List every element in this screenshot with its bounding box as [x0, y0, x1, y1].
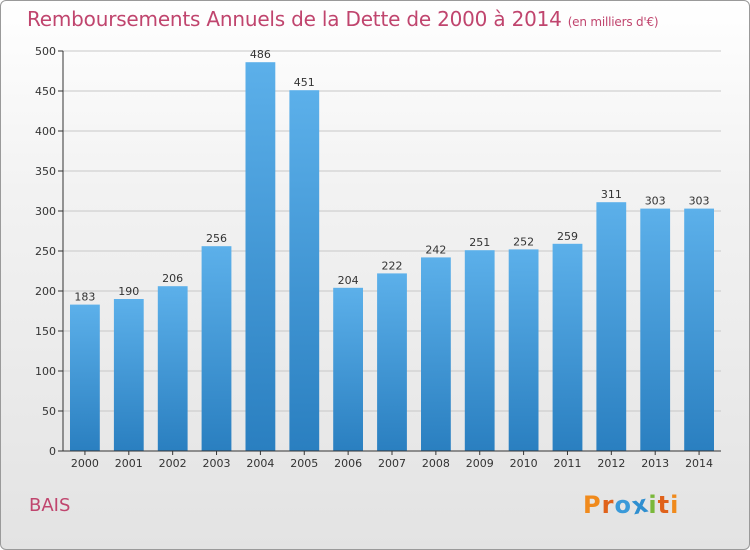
logo-letter: i	[648, 491, 658, 519]
y-tick-label: 400	[35, 125, 56, 138]
chart-title: Remboursements Annuels de la Dette de 20…	[27, 7, 659, 31]
data-label-2006: 204	[338, 274, 359, 287]
x-tick-label-2010: 2010	[510, 457, 538, 470]
bar-2005	[289, 90, 320, 451]
bar-2013	[640, 208, 671, 451]
data-label-2008: 242	[425, 243, 446, 256]
x-tick-label-2006: 2006	[334, 457, 362, 470]
bar-2001	[113, 299, 144, 451]
data-label-2012: 311	[601, 188, 622, 201]
axis-layer: 0 50 100 150 200 250 300 350 400 450 500 2000 2001 20…	[35, 45, 721, 470]
bar-2003	[201, 246, 232, 451]
y-tick-label: 0	[49, 445, 56, 458]
y-tick-label: 300	[35, 205, 56, 218]
data-label-2002: 206	[162, 272, 183, 285]
data-label-2013: 303	[645, 195, 666, 208]
x-tick-label-2008: 2008	[422, 457, 450, 470]
place-name: BAIS	[29, 495, 71, 516]
y-tick-label: 250	[35, 245, 56, 258]
y-tick-label: 50	[42, 405, 56, 418]
logo-letter: i	[670, 491, 680, 519]
y-tick-label: 450	[35, 85, 56, 98]
bar-2000	[70, 304, 100, 451]
y-tick-label: 200	[35, 285, 56, 298]
x-tick-label-2000: 2000	[71, 457, 99, 470]
data-label-2010: 252	[513, 235, 534, 248]
data-label-2003: 256	[206, 232, 227, 245]
x-tick-label-2003: 2003	[203, 457, 231, 470]
bar-layer	[70, 62, 714, 451]
bar-2002	[157, 286, 188, 451]
x-tick-label-2002: 2002	[159, 457, 187, 470]
x-tick-label-2011: 2011	[553, 457, 581, 470]
x-tick-label-2009: 2009	[466, 457, 494, 470]
data-label-2004: 486	[250, 48, 271, 61]
bar-2014	[684, 208, 714, 451]
x-tick-label-2005: 2005	[290, 457, 318, 470]
logo-letter: P	[583, 491, 602, 519]
chart-unit: (en milliers d'€)	[567, 15, 659, 29]
y-tick-label: 350	[35, 165, 56, 178]
label-layer: 183 190 206 256 486 451 204 222 242 251 252 259 311 3…	[74, 48, 709, 303]
x-tick-label-2007: 2007	[378, 457, 406, 470]
bar-2011	[552, 243, 583, 451]
x-tick-label-2014: 2014	[685, 457, 713, 470]
bar-2008	[421, 257, 451, 451]
bar-2006	[333, 287, 363, 451]
bar-2012	[596, 202, 627, 451]
data-label-2009: 251	[469, 236, 490, 249]
x-tick-label-2004: 2004	[246, 457, 274, 470]
data-label-2000: 183	[74, 291, 95, 304]
proxiti-logo[interactable]: Proxiti	[583, 490, 680, 521]
y-tick-label: 150	[35, 325, 56, 338]
data-label-2014: 303	[689, 195, 710, 208]
logo-letter: r	[601, 491, 615, 519]
x-tick-label-2013: 2013	[641, 457, 669, 470]
x-tick-label-2001: 2001	[115, 457, 143, 470]
bar-2010	[508, 249, 539, 451]
x-tick-label-2012: 2012	[597, 457, 625, 470]
y-tick-label: 100	[35, 365, 56, 378]
bar-2007	[377, 273, 407, 451]
logo-letter: o	[614, 491, 632, 519]
bar-2004	[245, 62, 276, 451]
bar-2009	[464, 250, 495, 451]
data-label-2007: 222	[382, 259, 403, 272]
logo-letter: t	[657, 491, 671, 519]
data-label-2005: 451	[294, 76, 315, 89]
chart-title-text: Remboursements Annuels de la Dette de 20…	[27, 7, 562, 31]
y-tick-label: 500	[35, 45, 56, 58]
data-label-2011: 259	[557, 230, 578, 243]
data-label-2001: 190	[118, 285, 139, 298]
